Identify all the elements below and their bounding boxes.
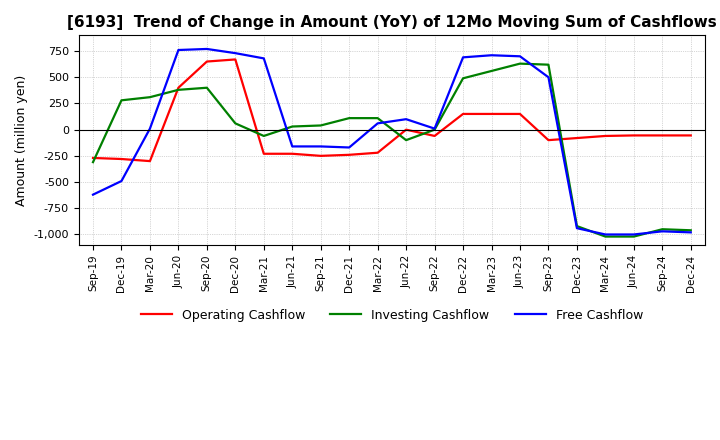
Operating Cashflow [544, 138, 553, 143]
Free Cashflow [345, 145, 354, 150]
Line: Free Cashflow: Free Cashflow [93, 49, 690, 235]
Legend: Operating Cashflow, Investing Cashflow, Free Cashflow: Operating Cashflow, Investing Cashflow, … [135, 304, 648, 327]
Investing Cashflow [374, 115, 382, 121]
Operating Cashflow [288, 151, 297, 156]
Investing Cashflow [202, 85, 211, 90]
Free Cashflow [259, 56, 268, 61]
Y-axis label: Amount (million yen): Amount (million yen) [15, 74, 28, 206]
Free Cashflow [374, 121, 382, 126]
Free Cashflow [402, 117, 410, 122]
Investing Cashflow [117, 98, 126, 103]
Free Cashflow [89, 192, 97, 197]
Investing Cashflow [231, 121, 240, 126]
Investing Cashflow [316, 123, 325, 128]
Operating Cashflow [629, 133, 638, 138]
Investing Cashflow [145, 95, 154, 100]
Investing Cashflow [259, 133, 268, 139]
Investing Cashflow [629, 234, 638, 239]
Free Cashflow [686, 230, 695, 235]
Title: [6193]  Trend of Change in Amount (YoY) of 12Mo Moving Sum of Cashflows: [6193] Trend of Change in Amount (YoY) o… [67, 15, 717, 30]
Line: Investing Cashflow: Investing Cashflow [93, 64, 690, 237]
Investing Cashflow [402, 138, 410, 143]
Free Cashflow [629, 232, 638, 237]
Investing Cashflow [601, 234, 610, 239]
Free Cashflow [174, 48, 183, 53]
Free Cashflow [601, 232, 610, 237]
Free Cashflow [572, 226, 581, 231]
Operating Cashflow [686, 133, 695, 138]
Operating Cashflow [572, 136, 581, 141]
Investing Cashflow [174, 87, 183, 92]
Operating Cashflow [231, 57, 240, 62]
Operating Cashflow [658, 133, 667, 138]
Line: Operating Cashflow: Operating Cashflow [93, 59, 690, 161]
Operating Cashflow [316, 153, 325, 158]
Free Cashflow [316, 144, 325, 149]
Operating Cashflow [601, 133, 610, 139]
Operating Cashflow [402, 127, 410, 132]
Investing Cashflow [658, 227, 667, 232]
Investing Cashflow [572, 224, 581, 229]
Investing Cashflow [487, 68, 496, 73]
Investing Cashflow [516, 61, 524, 66]
Operating Cashflow [202, 59, 211, 64]
Investing Cashflow [288, 124, 297, 129]
Investing Cashflow [686, 227, 695, 233]
Investing Cashflow [345, 115, 354, 121]
Free Cashflow [231, 51, 240, 56]
Operating Cashflow [259, 151, 268, 156]
Investing Cashflow [544, 62, 553, 67]
Free Cashflow [487, 53, 496, 58]
Free Cashflow [459, 55, 467, 60]
Investing Cashflow [431, 127, 439, 132]
Operating Cashflow [174, 85, 183, 90]
Investing Cashflow [89, 160, 97, 165]
Free Cashflow [288, 144, 297, 149]
Free Cashflow [431, 126, 439, 131]
Free Cashflow [145, 126, 154, 131]
Operating Cashflow [117, 156, 126, 161]
Operating Cashflow [431, 133, 439, 139]
Free Cashflow [117, 178, 126, 183]
Investing Cashflow [459, 76, 467, 81]
Free Cashflow [658, 229, 667, 234]
Operating Cashflow [89, 155, 97, 161]
Free Cashflow [544, 75, 553, 80]
Operating Cashflow [487, 111, 496, 117]
Operating Cashflow [345, 152, 354, 158]
Operating Cashflow [374, 150, 382, 155]
Free Cashflow [202, 46, 211, 51]
Operating Cashflow [516, 111, 524, 117]
Operating Cashflow [145, 158, 154, 164]
Operating Cashflow [459, 111, 467, 117]
Free Cashflow [516, 54, 524, 59]
